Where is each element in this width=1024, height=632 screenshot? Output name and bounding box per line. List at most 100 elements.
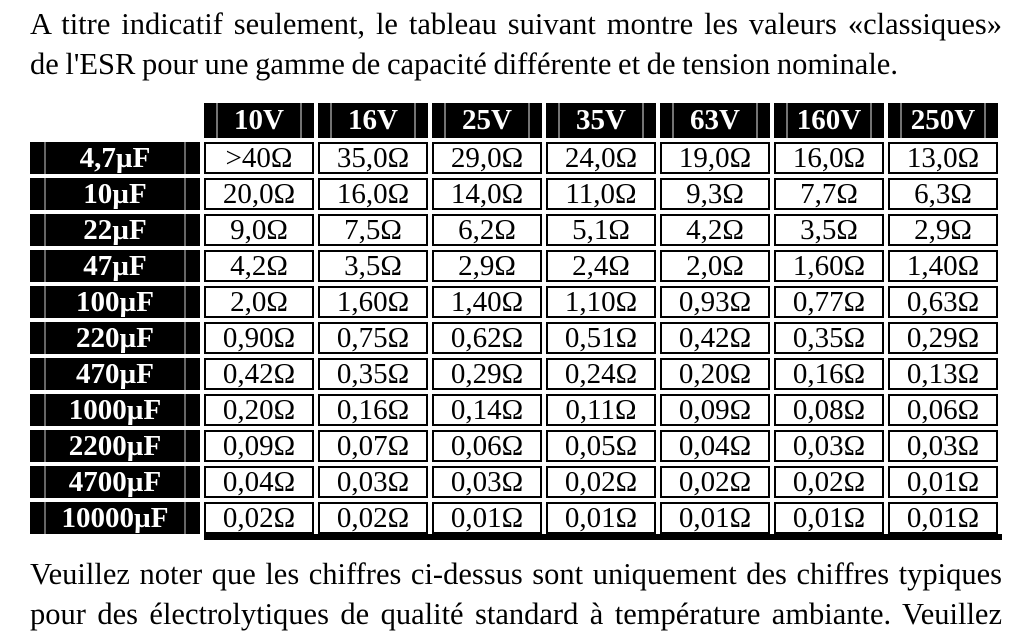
esr-value-cell: 0,07Ω [318,430,428,462]
esr-value-cell: 0,02Ω [660,466,770,498]
row-header-1000µf: 1000µF [30,394,200,426]
esr-value-cell: 2,9Ω [888,214,998,246]
esr-value-cell: 35,0Ω [318,142,428,174]
esr-value-cell: 0,29Ω [888,322,998,354]
esr-value-cell: 0,20Ω [204,394,314,426]
esr-table: 10V 16V 25V 35V 63V 160V 250V 4,7µF >40Ω 35,0Ω 29… [26,99,1002,538]
table-row-470µf: 470µF 0,42Ω 0,35Ω 0,29Ω 0,24Ω 0,20Ω 0,16Ω 0,13Ω [30,358,998,390]
esr-value-cell: 0,63Ω [888,286,998,318]
esr-value-cell: 4,2Ω [660,214,770,246]
esr-value-cell: 6,3Ω [888,178,998,210]
column-header-250v: 250V [888,103,998,138]
table-row-4700µf: 4700µF 0,04Ω 0,03Ω 0,03Ω 0,02Ω 0,02Ω 0,02Ω 0,01… [30,466,998,498]
row-header-470µf: 470µF [30,358,200,390]
esr-value-cell: 4,2Ω [204,250,314,282]
esr-value-cell: 11,0Ω [546,178,656,210]
esr-value-cell: 0,03Ω [888,430,998,462]
esr-value-cell: 3,5Ω [774,214,884,246]
row-header-220µf: 220µF [30,322,200,354]
esr-value-cell: 1,40Ω [888,250,998,282]
esr-value-cell: 1,60Ω [318,286,428,318]
row-header-2200µf: 2200µF [30,430,200,462]
esr-value-cell: 0,02Ω [546,466,656,498]
esr-value-cell: 0,02Ω [774,466,884,498]
esr-value-cell: 0,90Ω [204,322,314,354]
column-header-160v: 160V [774,103,884,138]
esr-value-cell: 0,42Ω [204,358,314,390]
esr-value-cell: 0,02Ω [318,502,428,534]
table-row-1000µf: 1000µF 0,20Ω 0,16Ω 0,14Ω 0,11Ω 0,09Ω 0,08Ω 0,06… [30,394,998,426]
esr-value-cell: 29,0Ω [432,142,542,174]
esr-value-cell: 13,0Ω [888,142,998,174]
esr-value-cell: 0,20Ω [660,358,770,390]
esr-value-cell: 0,75Ω [318,322,428,354]
esr-value-cell: 0,14Ω [432,394,542,426]
table-row-220µf: 220µF 0,90Ω 0,75Ω 0,62Ω 0,51Ω 0,42Ω 0,35Ω 0,29Ω [30,322,998,354]
esr-value-cell: 0,29Ω [432,358,542,390]
footer-paragraph: Veuillez noter que les chiffres ci-dessu… [30,554,1002,632]
column-header-35v: 35V [546,103,656,138]
esr-value-cell: 1,40Ω [432,286,542,318]
esr-value-cell: 0,01Ω [660,502,770,534]
esr-value-cell: 0,42Ω [660,322,770,354]
column-header-25v: 25V [432,103,542,138]
esr-value-cell: 20,0Ω [204,178,314,210]
esr-value-cell: 2,4Ω [546,250,656,282]
esr-value-cell: 0,03Ω [774,430,884,462]
footer-line-1: Veuillez noter que les chiffres ci-dessu… [30,557,1002,591]
esr-value-cell: 2,0Ω [660,250,770,282]
esr-value-cell: 0,93Ω [660,286,770,318]
esr-value-cell: 9,0Ω [204,214,314,246]
table-row-100µf: 100µF 2,0Ω 1,60Ω 1,40Ω 1,10Ω 0,93Ω 0,77Ω 0,63Ω [30,286,998,318]
table-bottom-rule [204,534,1002,540]
esr-value-cell: 0,77Ω [774,286,884,318]
esr-value-cell: 1,60Ω [774,250,884,282]
esr-value-cell: 0,09Ω [204,430,314,462]
row-header-10µf: 10µF [30,178,200,210]
esr-value-cell: 2,9Ω [432,250,542,282]
esr-value-cell: 7,7Ω [774,178,884,210]
table-row-10µf: 10µF 20,0Ω 16,0Ω 14,0Ω 11,0Ω 9,3Ω 7,7Ω 6,3Ω [30,178,998,210]
column-header-16v: 16V [318,103,428,138]
esr-value-cell: 0,16Ω [318,394,428,426]
esr-value-cell: 0,06Ω [432,430,542,462]
esr-value-cell: 0,11Ω [546,394,656,426]
esr-value-cell: 0,62Ω [432,322,542,354]
esr-value-cell: 0,04Ω [660,430,770,462]
esr-value-cell: 7,5Ω [318,214,428,246]
row-header-4700µf: 4700µF [30,466,200,498]
esr-value-cell: 0,05Ω [546,430,656,462]
row-header-4,7µf: 4,7µF [30,142,200,174]
esr-value-cell: 16,0Ω [318,178,428,210]
esr-value-cell: 0,04Ω [204,466,314,498]
esr-value-cell: 0,02Ω [204,502,314,534]
row-header-47µf: 47µF [30,250,200,282]
esr-value-cell: 14,0Ω [432,178,542,210]
table-row-4,7µf: 4,7µF >40Ω 35,0Ω 29,0Ω 24,0Ω 19,0Ω 16,0Ω 13,0Ω [30,142,998,174]
corner-cell [30,103,200,138]
table-row-2200µf: 2200µF 0,09Ω 0,07Ω 0,06Ω 0,05Ω 0,04Ω 0,03Ω 0,03… [30,430,998,462]
esr-value-cell: 5,1Ω [546,214,656,246]
esr-value-cell: 0,01Ω [432,502,542,534]
row-header-10000µf: 10000µF [30,502,200,534]
esr-value-cell: >40Ω [204,142,314,174]
esr-value-cell: 3,5Ω [318,250,428,282]
esr-value-cell: 0,03Ω [432,466,542,498]
footer-line-2: pour des électrolytiques de qualité stan… [30,597,1002,631]
row-header-22µf: 22µF [30,214,200,246]
esr-value-cell: 0,01Ω [888,502,998,534]
table-row-47µf: 47µF 4,2Ω 3,5Ω 2,9Ω 2,4Ω 2,0Ω 1,60Ω 1,40Ω [30,250,998,282]
column-header-63v: 63V [660,103,770,138]
intro-paragraph: A titre indicatif seulement, le tableau … [30,4,1002,84]
esr-value-cell: 0,35Ω [774,322,884,354]
esr-value-cell: 0,24Ω [546,358,656,390]
esr-value-cell: 0,13Ω [888,358,998,390]
esr-value-cell: 19,0Ω [660,142,770,174]
esr-value-cell: 0,01Ω [546,502,656,534]
esr-value-cell: 1,10Ω [546,286,656,318]
esr-value-cell: 0,16Ω [774,358,884,390]
esr-value-cell: 0,35Ω [318,358,428,390]
esr-value-cell: 0,01Ω [888,466,998,498]
table-row-10000µf: 10000µF 0,02Ω 0,02Ω 0,01Ω 0,01Ω 0,01Ω 0,01Ω 0,0… [30,502,998,534]
